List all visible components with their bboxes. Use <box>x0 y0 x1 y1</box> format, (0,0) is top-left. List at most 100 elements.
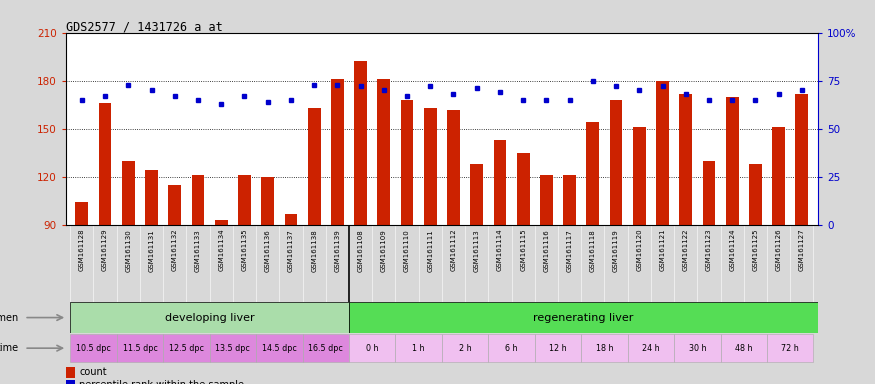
Bar <box>442 334 488 362</box>
Bar <box>377 79 390 225</box>
Bar <box>424 108 437 225</box>
Bar <box>517 153 529 225</box>
Bar <box>168 185 181 225</box>
Text: 12 h: 12 h <box>550 344 567 353</box>
Bar <box>586 122 599 225</box>
Bar <box>70 303 349 333</box>
Text: GSM161130: GSM161130 <box>125 229 131 271</box>
Bar <box>447 109 460 225</box>
Text: GSM161129: GSM161129 <box>102 229 108 271</box>
Text: GSM161122: GSM161122 <box>682 229 689 271</box>
Bar <box>703 161 716 225</box>
Text: GSM161134: GSM161134 <box>218 229 224 271</box>
Text: GSM161124: GSM161124 <box>729 229 735 271</box>
Bar <box>215 220 228 225</box>
Text: 24 h: 24 h <box>642 344 660 353</box>
Bar <box>145 170 158 225</box>
Bar <box>262 177 274 225</box>
Bar <box>192 175 205 225</box>
Text: regenerating liver: regenerating liver <box>534 313 634 323</box>
Text: GSM161137: GSM161137 <box>288 229 294 271</box>
Bar <box>256 334 303 362</box>
Text: specimen: specimen <box>0 313 19 323</box>
Text: GSM161112: GSM161112 <box>451 229 457 271</box>
Text: GSM161115: GSM161115 <box>520 229 526 271</box>
Bar <box>610 100 622 225</box>
Bar <box>75 202 88 225</box>
Bar <box>303 334 349 362</box>
Bar <box>163 334 210 362</box>
Bar <box>238 175 251 225</box>
Bar <box>396 334 442 362</box>
Text: GSM161108: GSM161108 <box>358 229 364 271</box>
Text: GSM161125: GSM161125 <box>752 229 759 271</box>
Text: count: count <box>79 367 107 377</box>
Bar <box>401 100 413 225</box>
Text: 10.5 dpc: 10.5 dpc <box>76 344 111 353</box>
Text: GSM161110: GSM161110 <box>404 229 410 271</box>
Bar <box>721 334 767 362</box>
Text: GSM161135: GSM161135 <box>242 229 248 271</box>
Text: GSM161117: GSM161117 <box>567 229 572 271</box>
Bar <box>773 127 785 225</box>
Bar <box>581 334 627 362</box>
Text: developing liver: developing liver <box>164 313 255 323</box>
Text: 1 h: 1 h <box>412 344 425 353</box>
Bar <box>349 303 818 333</box>
Text: 30 h: 30 h <box>689 344 706 353</box>
Text: GSM161114: GSM161114 <box>497 229 503 271</box>
Text: 18 h: 18 h <box>596 344 613 353</box>
Text: 2 h: 2 h <box>458 344 472 353</box>
Text: GSM161109: GSM161109 <box>381 229 387 271</box>
Bar <box>633 127 646 225</box>
Bar <box>679 94 692 225</box>
Text: 16.5 dpc: 16.5 dpc <box>308 344 343 353</box>
Bar <box>767 334 814 362</box>
Bar <box>354 61 367 225</box>
Bar <box>116 334 163 362</box>
Bar <box>210 334 256 362</box>
Bar <box>795 94 808 225</box>
Bar <box>122 161 135 225</box>
Bar <box>564 175 576 225</box>
Text: GSM161138: GSM161138 <box>312 229 317 271</box>
Text: GSM161136: GSM161136 <box>264 229 270 271</box>
Text: GSM161120: GSM161120 <box>636 229 642 271</box>
Text: GSM161121: GSM161121 <box>660 229 666 271</box>
Text: 11.5 dpc: 11.5 dpc <box>123 344 158 353</box>
Text: GSM161139: GSM161139 <box>334 229 340 271</box>
Bar <box>308 108 320 225</box>
Bar <box>99 103 111 225</box>
Bar <box>471 164 483 225</box>
Text: GSM161133: GSM161133 <box>195 229 201 271</box>
Text: 6 h: 6 h <box>505 344 518 353</box>
Text: GSM161123: GSM161123 <box>706 229 712 271</box>
Text: GDS2577 / 1431726_a_at: GDS2577 / 1431726_a_at <box>66 20 222 33</box>
Bar <box>284 214 298 225</box>
Bar <box>749 164 762 225</box>
Text: GSM161131: GSM161131 <box>149 229 155 271</box>
Text: 72 h: 72 h <box>781 344 799 353</box>
Text: GSM161113: GSM161113 <box>473 229 480 271</box>
Bar <box>66 380 75 384</box>
Bar <box>725 97 738 225</box>
Text: GSM161119: GSM161119 <box>613 229 620 271</box>
Bar <box>535 334 581 362</box>
Text: GSM161127: GSM161127 <box>799 229 805 271</box>
Bar <box>66 367 75 378</box>
Bar <box>674 334 721 362</box>
Bar <box>540 175 553 225</box>
Text: GSM161118: GSM161118 <box>590 229 596 271</box>
Bar <box>488 334 535 362</box>
Bar <box>627 334 674 362</box>
Text: time: time <box>0 343 19 353</box>
Text: 14.5 dpc: 14.5 dpc <box>262 344 297 353</box>
Text: 0 h: 0 h <box>366 344 379 353</box>
Text: GSM161116: GSM161116 <box>543 229 550 271</box>
Bar <box>349 334 396 362</box>
Text: percentile rank within the sample: percentile rank within the sample <box>79 380 244 384</box>
Bar <box>331 79 344 225</box>
Text: GSM161111: GSM161111 <box>427 229 433 271</box>
Text: GSM161132: GSM161132 <box>172 229 178 271</box>
Text: 48 h: 48 h <box>735 344 752 353</box>
